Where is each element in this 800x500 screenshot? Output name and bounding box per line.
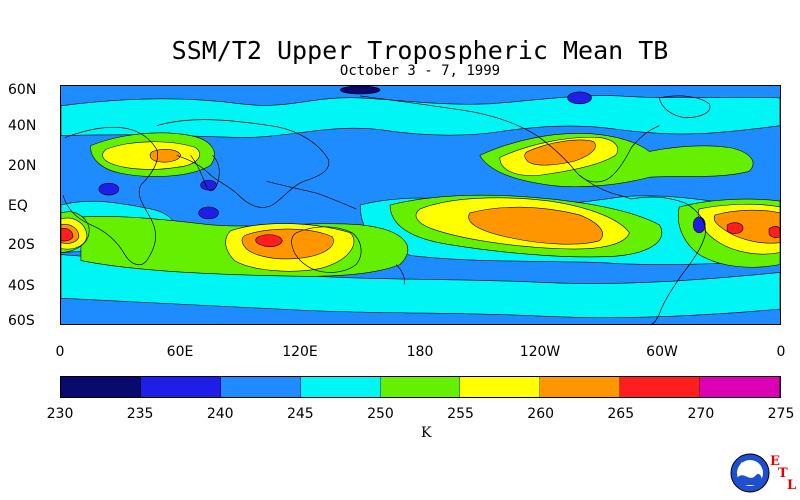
coast-asia: [156, 119, 330, 208]
color-scale-tick-label: 245: [286, 406, 314, 422]
color-scale-segment: [61, 377, 141, 397]
lon-label-60e: 60E: [166, 344, 194, 360]
temperature-map: [60, 85, 781, 325]
lat-label-20n: 20N: [8, 158, 37, 174]
coast-north-america: [360, 95, 660, 183]
color-scale-bar: [60, 376, 781, 398]
lon-label-60w: 60W: [646, 344, 678, 360]
map-title: SSM/T2 Upper Tropospheric Mean TB: [171, 36, 669, 65]
red-atlantic-east: [768, 226, 780, 238]
color-scale-segment: [140, 377, 221, 397]
lon-label-180: 180: [406, 344, 434, 360]
blue-spot-atlantic-north: [567, 91, 592, 105]
coast-se-asia: [266, 180, 357, 210]
color-scale-tick-label: 240: [206, 406, 234, 422]
color-scale-tick-label: 255: [447, 406, 474, 422]
orange-usa: [524, 139, 596, 166]
lat-label-eq: EQ: [8, 198, 28, 214]
etl-letter-e: E: [770, 454, 780, 469]
color-scale-segment: [380, 377, 461, 397]
coast-india: [190, 155, 220, 192]
cyan-north-band: [61, 95, 780, 138]
map-subtitle: October 3 - 7, 1999: [339, 63, 501, 79]
lon-label-0-right: 0: [776, 344, 786, 360]
noaa-logo-icon: NOAA: [730, 453, 770, 493]
lat-label-60n: 60N: [8, 82, 37, 98]
lat-label-40s: 40S: [8, 278, 35, 294]
lon-label-120w: 120W: [519, 344, 561, 360]
red-africa: [61, 228, 74, 242]
red-atlantic: [726, 222, 744, 234]
color-scale-tick-label: 250: [367, 406, 394, 422]
lon-label-0-left: 0: [55, 344, 65, 360]
color-scale-segment: [700, 377, 781, 397]
units-label: K: [421, 425, 432, 441]
blue-spot-indian: [198, 206, 219, 220]
noaa-logo-text: NOAA: [740, 462, 760, 469]
coast-australia: [291, 226, 362, 273]
color-scale-tick-label: 260: [527, 406, 555, 422]
color-scale-tick-label: 275: [767, 406, 795, 422]
color-scale-tick-label: 270: [687, 406, 715, 422]
orange-arabia: [149, 149, 181, 163]
coast-greenland: [658, 95, 711, 119]
red-australia: [255, 234, 283, 248]
coast-central-america: [579, 174, 632, 200]
lat-label-40n: 40N: [8, 118, 37, 134]
orange-pacific: [468, 206, 603, 245]
blue-spot-pacific-north: [339, 86, 381, 95]
coast-new-zealand: [395, 264, 405, 285]
color-scale-segment: [220, 377, 301, 397]
etl-letter-t: T: [778, 466, 788, 481]
coast-africa-europe: [62, 126, 158, 266]
color-scale-tick-label: 235: [126, 406, 154, 422]
color-scale-segment: [620, 377, 701, 397]
blue-spot-south-america: [692, 216, 706, 234]
etl-letter-l: L: [787, 478, 797, 493]
color-scale-segment: [460, 377, 541, 397]
coast-south-america: [631, 196, 706, 324]
lon-label-120e: 120E: [282, 344, 318, 360]
blue-spot-africa: [98, 182, 120, 196]
color-scale-tick-label: 265: [607, 406, 635, 422]
color-scale-segment: [540, 377, 621, 397]
lat-label-60s: 60S: [8, 313, 35, 329]
orange-atlantic: [713, 209, 780, 244]
coastlines: [62, 95, 711, 324]
lat-label-20s: 20S: [8, 237, 35, 253]
color-scale-segment: [300, 377, 381, 397]
color-scale-tick-label: 230: [46, 406, 74, 422]
